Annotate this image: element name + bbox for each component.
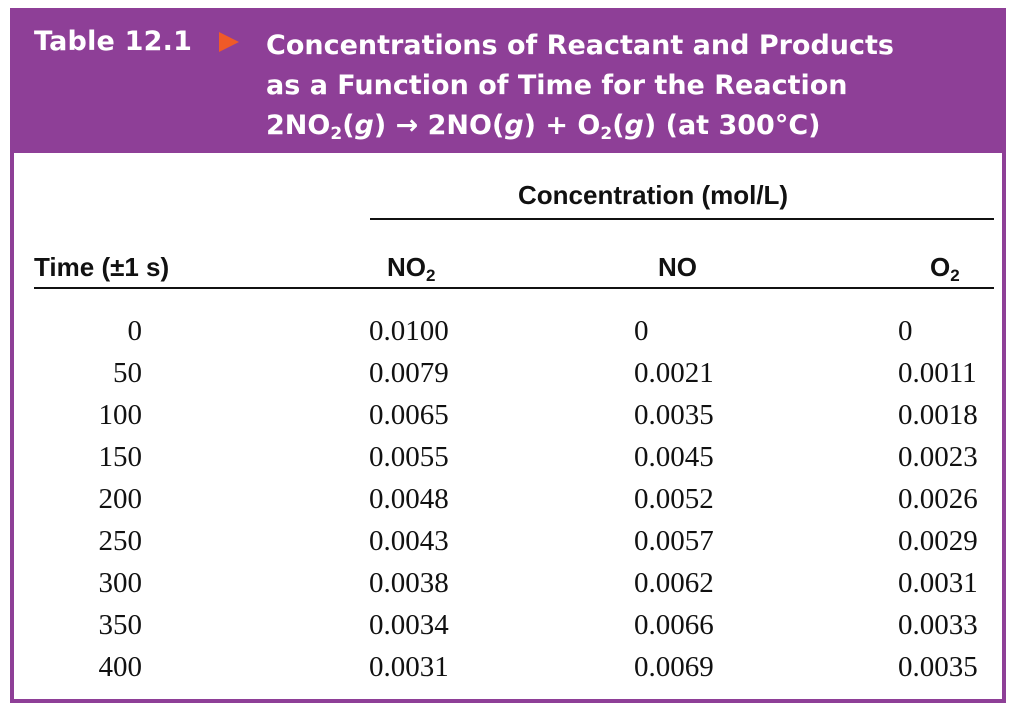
eq-part: ( xyxy=(342,110,355,141)
cell-time: 150 xyxy=(98,441,143,473)
eq-phase: g xyxy=(354,110,374,141)
cell-time: 250 xyxy=(98,525,143,557)
cell-no: 0.0021 xyxy=(634,357,714,389)
cell-no2: 0.0031 xyxy=(369,651,449,683)
cell-time: 300 xyxy=(98,567,143,599)
cell-no2: 0.0048 xyxy=(369,483,449,515)
cell-no: 0.0052 xyxy=(634,483,714,515)
cell-no: 0.0057 xyxy=(634,525,714,557)
cell-no2: 0.0034 xyxy=(369,609,449,641)
cell-o2: 0.0023 xyxy=(898,441,978,473)
cell-no: 0.0069 xyxy=(634,651,714,683)
eq-phase: g xyxy=(624,110,644,141)
cell-no: 0.0066 xyxy=(634,609,714,641)
title-line-1: Concentrations of Reactant and Products xyxy=(266,30,895,61)
column-header-no2: NO2 xyxy=(387,252,436,285)
eq-part: ( xyxy=(612,110,625,141)
cell-o2: 0.0026 xyxy=(898,483,978,515)
cell-o2: 0.0035 xyxy=(898,651,978,683)
eq-part: ) → 2NO( xyxy=(373,110,505,141)
eq-part: ) + O xyxy=(523,110,601,141)
group-header-concentration: Concentration (mol/L) xyxy=(518,180,789,210)
title-line-2: as a Function of Time for the Reaction xyxy=(266,70,848,101)
cell-no2: 0.0065 xyxy=(369,399,449,431)
table-header-banner: Table 12.1 Concentrations of Reactant an… xyxy=(14,12,1002,153)
cell-no2: 0.0055 xyxy=(369,441,449,473)
o2-subscript: 2 xyxy=(950,266,960,285)
table-label: Table 12.1 xyxy=(34,26,193,57)
cell-o2: 0.0011 xyxy=(898,357,977,389)
eq-part: 2NO xyxy=(266,110,331,141)
group-header-rule xyxy=(370,218,994,220)
cell-no: 0.0045 xyxy=(634,441,714,473)
arrow-right-icon xyxy=(219,32,239,52)
cell-time: 350 xyxy=(98,609,143,641)
cell-time: 0 xyxy=(127,315,143,347)
column-header-o2: O2 xyxy=(930,252,960,285)
eq-phase: g xyxy=(504,110,524,141)
cell-time: 200 xyxy=(98,483,143,515)
cell-o2: 0.0029 xyxy=(898,525,978,557)
eq-subscript: 2 xyxy=(600,124,613,144)
column-header-time: Time (±1 s) xyxy=(34,252,170,282)
cell-no: 0.0035 xyxy=(634,399,714,431)
no2-subscript: 2 xyxy=(426,266,436,285)
eq-part: ) (at 300°C) xyxy=(643,110,821,141)
eq-subscript: 2 xyxy=(330,124,343,144)
table-frame: Table 12.1 Concentrations of Reactant an… xyxy=(10,8,1006,703)
cell-o2: 0.0033 xyxy=(898,609,978,641)
column-header-rule xyxy=(34,287,994,289)
cell-no2: 0.0038 xyxy=(369,567,449,599)
cell-no2: 0.0100 xyxy=(369,315,449,347)
cell-o2: 0 xyxy=(898,315,913,347)
cell-no: 0 xyxy=(634,315,649,347)
o2-label: O xyxy=(930,252,951,282)
table-title: Concentrations of Reactant and Products … xyxy=(266,26,996,146)
no2-label: NO xyxy=(387,252,426,282)
cell-time: 50 xyxy=(113,357,142,389)
cell-time: 400 xyxy=(98,651,143,683)
cell-o2: 0.0018 xyxy=(898,399,978,431)
column-header-no: NO xyxy=(658,252,697,282)
cell-time: 100 xyxy=(98,399,143,431)
cell-no2: 0.0043 xyxy=(369,525,449,557)
cell-o2: 0.0031 xyxy=(898,567,978,599)
cell-no: 0.0062 xyxy=(634,567,714,599)
title-equation: 2NO2(g) → 2NO(g) + O2(g) (at 300°C) xyxy=(266,106,996,146)
cell-no2: 0.0079 xyxy=(369,357,449,389)
